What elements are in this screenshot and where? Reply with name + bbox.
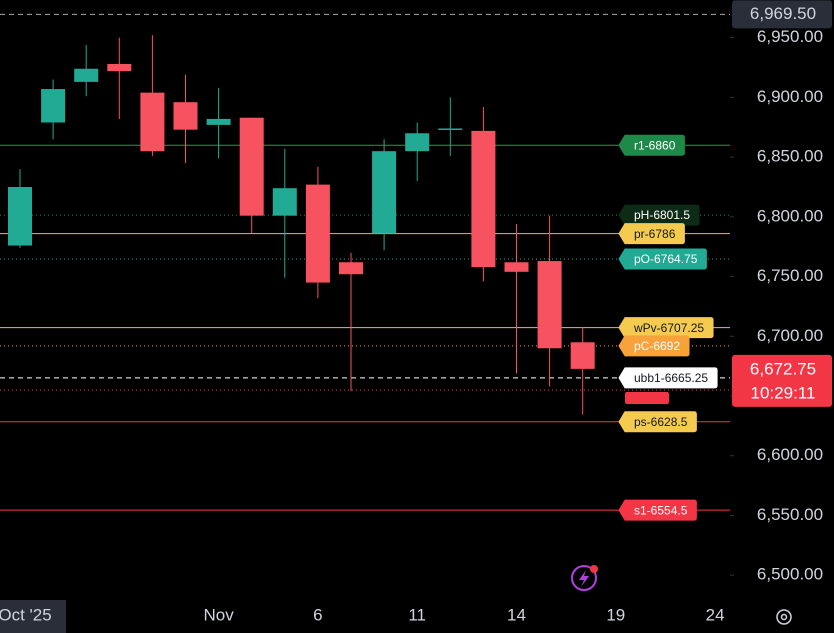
- level-label: wPv-6707.25: [633, 321, 704, 335]
- candle-body: [305, 184, 330, 283]
- level-tag: r1-6860: [618, 134, 685, 156]
- icon-bolt: [579, 570, 589, 587]
- x-tick-label: 19: [606, 605, 625, 624]
- price-label: 6,672.75: [750, 359, 816, 378]
- level-label: s1-6554.5: [634, 503, 688, 517]
- candle-body: [537, 261, 562, 349]
- level-tag: ps-6628.5: [618, 411, 697, 433]
- icon-dot: [590, 565, 598, 573]
- settings-icon[interactable]: [776, 609, 792, 625]
- level-label-box: [618, 317, 714, 339]
- candle-body: [570, 342, 595, 369]
- y-tick-label: 6,550.00: [757, 505, 823, 524]
- x-tick-label: Nov: [203, 605, 234, 624]
- candle-body: [405, 133, 430, 152]
- high-label-box: [732, 0, 832, 29]
- level-label-box: [618, 367, 718, 389]
- level-tag: s1-6554.5: [618, 499, 697, 521]
- level-label-box: [618, 248, 707, 270]
- candle-body: [107, 63, 132, 72]
- y-tick-label: 6,850.00: [757, 147, 823, 166]
- gear-ring: [776, 609, 792, 625]
- y-tick-label: 6,900.00: [757, 87, 823, 106]
- high-label: 6,969.50: [750, 4, 816, 23]
- level-label-box: [618, 223, 685, 245]
- y-tick-label: 6,600.00: [757, 445, 823, 464]
- level-label: ps-6628.5: [634, 415, 688, 429]
- y-tick-label: 6,500.00: [757, 565, 823, 584]
- candle-body: [8, 186, 32, 246]
- y-tick-label: 6,950.00: [757, 27, 823, 46]
- level-label-box: [618, 499, 697, 521]
- level-label: ubb1-6665.25: [634, 371, 708, 385]
- level-label-box: [618, 335, 690, 357]
- x-tick-label: 6: [313, 605, 322, 624]
- candle-body: [41, 89, 66, 123]
- level-tag: pH-6801.5: [618, 204, 700, 226]
- level-label-box: [618, 204, 700, 226]
- candle-body: [471, 130, 496, 268]
- countdown: 10:29:11: [751, 383, 816, 402]
- level-label-box: [618, 134, 685, 156]
- x-label-box: [0, 600, 66, 633]
- price-axis: [730, 0, 834, 633]
- level-tag: wPv-6707.25: [618, 317, 714, 339]
- level-tag: ubb1-6665.25: [618, 367, 718, 389]
- x-tick-label: 11: [408, 605, 426, 624]
- candle-body: [140, 92, 165, 152]
- level-label: r1-6860: [634, 138, 676, 152]
- level-tag: pO-6764.75: [618, 248, 707, 270]
- candle-body: [206, 118, 231, 125]
- alert-icon[interactable]: [571, 565, 598, 591]
- candle-body: [372, 151, 397, 234]
- x-tick-label: 14: [507, 605, 526, 624]
- gear-core: [780, 613, 788, 621]
- candle-body: [339, 262, 363, 275]
- x-tick-label: 24: [706, 605, 725, 624]
- level-label: pO-6764.75: [634, 252, 698, 266]
- level-label: pC-6692: [634, 339, 680, 353]
- y-tick-label: 6,800.00: [757, 206, 823, 225]
- candle-body: [504, 262, 529, 272]
- y-tick-label: 6,750.00: [757, 266, 823, 285]
- x-tick-label: Oct '25: [0, 605, 52, 624]
- icon-ring: [571, 565, 597, 591]
- candle-body: [239, 117, 264, 216]
- candle-body: [272, 188, 297, 216]
- candle-body: [74, 68, 99, 82]
- y-tick-label: 6,700.00: [757, 326, 823, 345]
- price-box: [732, 354, 832, 407]
- hidden-level-label: [625, 392, 669, 404]
- candle-body: [438, 128, 463, 130]
- level-tag: pr-6786: [618, 223, 685, 245]
- candle-body: [173, 102, 198, 130]
- level-tag: pC-6692: [618, 335, 690, 357]
- level-label-box: [618, 411, 697, 433]
- level-label: pH-6801.5: [634, 208, 690, 222]
- level-label: pr-6786: [634, 227, 676, 241]
